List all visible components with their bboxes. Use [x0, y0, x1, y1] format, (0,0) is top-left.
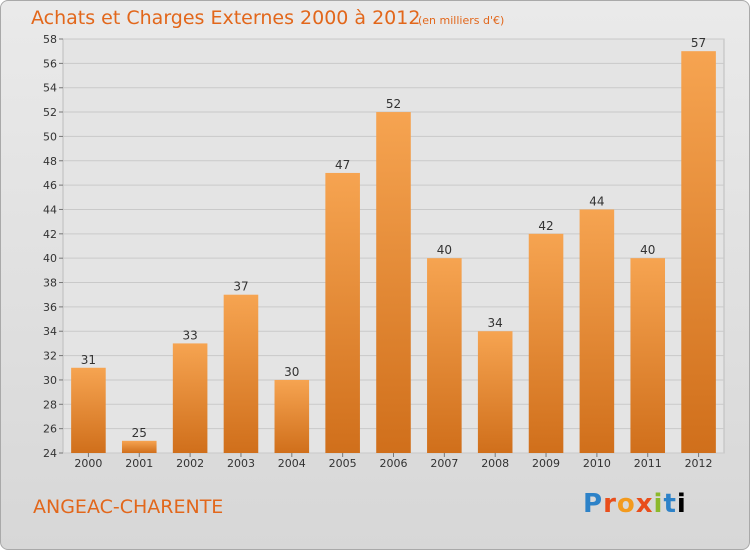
- bar-2006: [376, 112, 411, 453]
- chart-unit: (en milliers d'€): [418, 14, 505, 27]
- bar-2009: [528, 233, 564, 453]
- value-label: 40: [437, 243, 452, 257]
- x-tick-label: 2009: [532, 457, 560, 470]
- y-tick-label: 32: [43, 350, 57, 363]
- value-label: 47: [335, 158, 350, 172]
- chart-title: Achats et Charges Externes 2000 à 2012: [31, 7, 421, 29]
- value-label: 31: [81, 353, 96, 367]
- y-tick-label: 52: [43, 106, 57, 119]
- y-tick-label: 46: [43, 179, 57, 192]
- value-label: 33: [182, 328, 197, 342]
- x-tick-label: 2002: [176, 457, 204, 470]
- y-tick-label: 56: [43, 57, 57, 70]
- bar-2002: [172, 343, 208, 453]
- value-label: 42: [538, 219, 553, 233]
- x-tick-label: 2004: [278, 457, 306, 470]
- x-tick-label: 2007: [430, 457, 458, 470]
- y-tick-label: 44: [43, 203, 57, 216]
- y-tick-label: 58: [43, 33, 57, 46]
- bar-2010: [579, 209, 615, 453]
- x-tick-label: 2011: [634, 457, 662, 470]
- value-label: 40: [640, 243, 655, 257]
- x-tick-label: 2003: [227, 457, 255, 470]
- bar-2004: [274, 379, 310, 453]
- x-tick-label: 2012: [685, 457, 713, 470]
- y-tick-label: 42: [43, 228, 57, 241]
- proxiti-logo: Proxiti: [583, 489, 687, 519]
- value-label: 44: [589, 194, 604, 208]
- bar-2012: [681, 51, 716, 453]
- y-tick-label: 24: [43, 447, 57, 460]
- bar-2001: [121, 440, 157, 453]
- value-label: 57: [691, 36, 706, 50]
- bar-2011: [630, 258, 666, 453]
- x-tick-label: 2006: [380, 457, 408, 470]
- y-tick-label: 36: [43, 301, 57, 314]
- bar-2008: [477, 331, 513, 453]
- x-tick-label: 2008: [481, 457, 509, 470]
- bar-2005: [325, 172, 360, 454]
- value-label: 52: [386, 97, 401, 111]
- y-tick-label: 54: [43, 82, 57, 95]
- bar-2003: [223, 294, 259, 453]
- y-tick-label: 34: [43, 325, 57, 338]
- value-label: 25: [132, 426, 147, 440]
- y-tick-label: 50: [43, 130, 57, 143]
- y-tick-label: 28: [43, 398, 57, 411]
- value-label: 37: [233, 280, 248, 294]
- y-tick-label: 38: [43, 277, 57, 290]
- x-tick-label: 2005: [329, 457, 357, 470]
- x-tick-label: 2001: [125, 457, 153, 470]
- y-tick-label: 30: [43, 374, 57, 387]
- value-label: 30: [284, 365, 299, 379]
- y-tick-label: 26: [43, 423, 57, 436]
- bar-2000: [71, 367, 106, 453]
- bar-2007: [427, 258, 462, 453]
- y-tick-label: 48: [43, 155, 57, 168]
- x-tick-label: 2000: [74, 457, 102, 470]
- place-name: ANGEAC-CHARENTE: [33, 496, 224, 518]
- x-tick-label: 2010: [583, 457, 611, 470]
- y-tick-label: 40: [43, 252, 57, 265]
- value-label: 34: [488, 316, 503, 330]
